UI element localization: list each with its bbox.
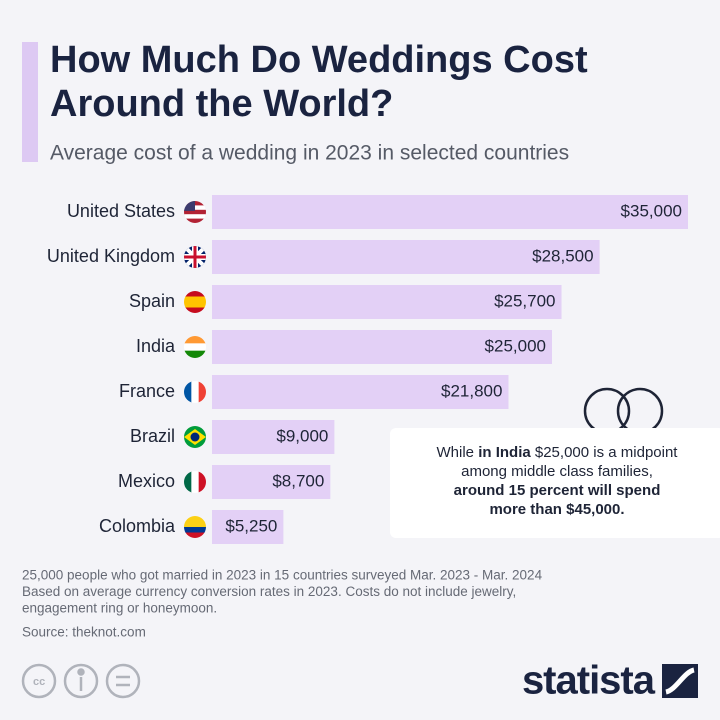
bar bbox=[212, 195, 688, 229]
flag bbox=[184, 246, 206, 268]
category-label: France bbox=[119, 381, 175, 401]
flag bbox=[184, 516, 206, 538]
flag-stripe bbox=[184, 381, 192, 403]
flag bbox=[184, 471, 206, 493]
nd-icon bbox=[105, 663, 141, 699]
value-label: $25,000 bbox=[485, 336, 546, 355]
category-label: United Kingdom bbox=[47, 246, 175, 266]
annotation: While in India $25,000 is a midpoint amon… bbox=[437, 444, 679, 518]
annotation-line: among middle class families, bbox=[461, 463, 653, 480]
annotation-text: among middle class families, bbox=[461, 463, 653, 480]
flag-stripe bbox=[184, 516, 206, 522]
bar bbox=[212, 285, 562, 319]
chart-title: Around the World? bbox=[50, 83, 393, 125]
category-label: India bbox=[136, 336, 176, 356]
flag-canton bbox=[184, 201, 195, 211]
category-label: Spain bbox=[129, 291, 175, 311]
annotation-box bbox=[390, 428, 720, 538]
bar bbox=[212, 465, 331, 499]
flag-stripe bbox=[191, 381, 200, 403]
note: Based on average currency conversion rat… bbox=[22, 584, 516, 599]
flag bbox=[184, 201, 206, 223]
note: engagement ring or honeymoon. bbox=[22, 601, 217, 616]
value-label: $35,000 bbox=[621, 201, 682, 220]
bar bbox=[212, 375, 509, 409]
flag-stripe bbox=[184, 302, 206, 308]
flag-stripe bbox=[198, 471, 206, 493]
flag-stripe bbox=[198, 381, 206, 403]
annotation-text: in India bbox=[478, 444, 531, 461]
value-label: $5,250 bbox=[225, 516, 277, 535]
flag-stripe bbox=[184, 350, 206, 358]
flag-cross bbox=[184, 246, 206, 268]
cc-text: cc bbox=[33, 676, 45, 688]
value-label: $21,800 bbox=[441, 381, 502, 400]
flag-stripe bbox=[184, 218, 206, 223]
source: Source: theknot.com bbox=[22, 625, 146, 640]
flag-stripe bbox=[184, 471, 192, 493]
flag-stripe bbox=[184, 521, 206, 528]
flag-stripe bbox=[184, 336, 206, 344]
by-icon bbox=[63, 663, 99, 699]
flag-stripe bbox=[184, 527, 206, 533]
note: 25,000 people who got married in 2023 in… bbox=[22, 568, 543, 583]
annotation-text: around 15 percent will spend bbox=[454, 482, 661, 499]
annotation-text: more than $45,000. bbox=[489, 501, 624, 518]
annotation-line: around 15 percent will spend bbox=[454, 482, 661, 499]
chart-title: How Much Do Weddings Cost bbox=[50, 39, 588, 81]
bar bbox=[212, 240, 600, 274]
flag-stripe bbox=[184, 307, 206, 313]
annotation-line: more than $45,000. bbox=[489, 501, 624, 518]
license-icons bbox=[21, 663, 141, 699]
value-label: $9,000 bbox=[276, 426, 328, 445]
cc-icon bbox=[21, 663, 57, 699]
annotation-text: $25,000 is a midpoint bbox=[531, 444, 679, 461]
flag-globe bbox=[190, 432, 200, 442]
brand: statista bbox=[522, 659, 656, 703]
annotation-line: While in India $25,000 is a midpoint bbox=[437, 444, 679, 461]
chart-subtitle: Average cost of a wedding in 2023 in sel… bbox=[50, 142, 569, 165]
flag bbox=[184, 426, 206, 448]
bar bbox=[212, 330, 552, 364]
flag-stripe bbox=[184, 343, 206, 352]
notes: 25,000 people who got married in 2023 in… bbox=[22, 568, 543, 616]
flag-stripe bbox=[184, 291, 206, 297]
category-label: Brazil bbox=[130, 426, 175, 446]
category-label: United States bbox=[67, 201, 175, 221]
flag-stripe bbox=[184, 532, 206, 538]
flag-stripe bbox=[184, 214, 206, 220]
category-label: Mexico bbox=[118, 471, 175, 491]
brand-wave bbox=[665, 667, 695, 695]
flag bbox=[184, 291, 206, 313]
value-label: $28,500 bbox=[532, 246, 593, 265]
bar bbox=[212, 420, 335, 454]
bars: United States $35,000 United Kingdom $28,50… bbox=[47, 195, 688, 544]
category-label: Colombia bbox=[99, 516, 176, 536]
annotation-text: While bbox=[437, 444, 479, 461]
flag bbox=[184, 381, 206, 403]
flag-stripe bbox=[191, 471, 200, 493]
value-label: $8,700 bbox=[272, 471, 324, 490]
brand-icon bbox=[662, 664, 698, 698]
value-label: $25,700 bbox=[494, 291, 555, 310]
by-head bbox=[77, 668, 85, 676]
flag-stripe bbox=[184, 209, 206, 215]
flag bbox=[184, 336, 206, 358]
flag-stripe bbox=[184, 296, 206, 303]
bar bbox=[212, 510, 284, 544]
title-accent bbox=[22, 42, 38, 162]
